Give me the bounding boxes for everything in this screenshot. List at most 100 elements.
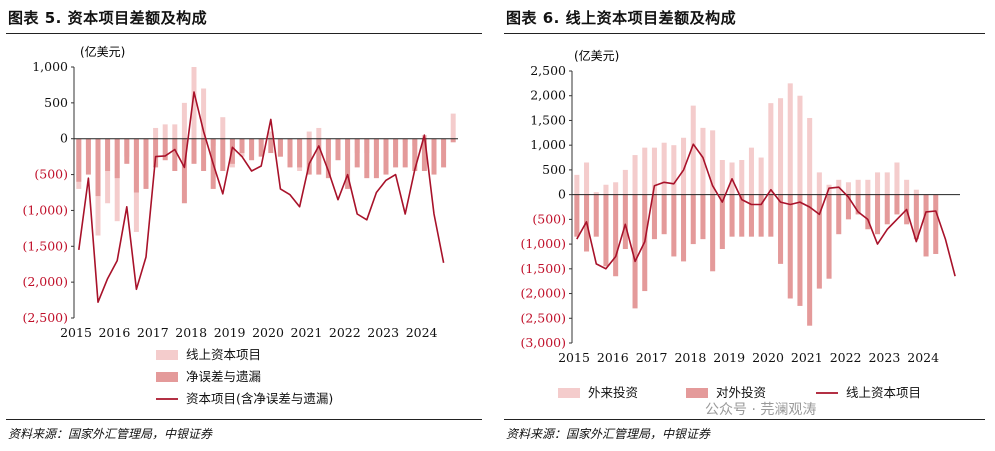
bar-light: [855, 179, 861, 195]
x-tick-label: 2021: [290, 325, 322, 340]
bar-mid: [603, 194, 609, 267]
bar-light: [700, 127, 706, 195]
bar-mid: [816, 194, 822, 289]
bar-mid: [593, 194, 599, 237]
y-tick-label: 0: [558, 187, 566, 202]
bar-mid: [297, 138, 303, 168]
bar-mid: [133, 138, 139, 193]
bar-mid: [671, 194, 677, 257]
bar-light: [787, 83, 793, 195]
bar-mid: [632, 194, 638, 309]
x-tick-label: 2016: [98, 325, 130, 340]
series-line: [78, 91, 445, 304]
bar-mid: [124, 138, 130, 164]
bar-mid: [875, 194, 881, 235]
bar-mid: [681, 194, 687, 262]
bar-mid: [894, 194, 900, 215]
y-tick-label: (1,000): [520, 236, 566, 251]
series-line: [576, 143, 956, 277]
source-rule: [6, 419, 482, 420]
y-tick-label: 1,000: [530, 137, 566, 152]
legend-label: 资本项目(含净误差与遗漏): [186, 391, 333, 406]
x-tick-label: 2017: [636, 350, 668, 365]
bar-light: [162, 124, 168, 139]
source-rule: [504, 419, 985, 420]
bar-mid: [143, 138, 149, 189]
bar-light: [671, 145, 677, 195]
bar-light: [613, 182, 619, 195]
y-tick-label: (3,000): [520, 335, 566, 350]
chart-svg-right: (亿美元) 2,500 2,000 1,500 1,000 500 0 (500) (1,000…: [520, 48, 960, 400]
bar-light: [622, 169, 628, 195]
bar-light: [690, 105, 696, 195]
bar-mid: [393, 138, 399, 168]
bar-mid: [95, 138, 101, 197]
bar-light: [739, 160, 745, 195]
bar-mid: [373, 138, 379, 179]
bar-light: [181, 102, 187, 139]
chart-panel-left: 图表 5. 资本项目差额及构成 (亿美元) 1,000 500 0 (500) (1,00…: [0, 0, 492, 451]
bar-light: [710, 130, 716, 195]
y-tick-label: 500: [44, 95, 68, 110]
bar-light: [865, 179, 871, 195]
bar-mid: [807, 194, 813, 326]
y-tick-label: (2,000): [520, 286, 566, 301]
bar-light: [845, 182, 851, 195]
bar-mid: [325, 138, 331, 179]
bar-mid: [651, 194, 657, 240]
chart-title: 图表 5. 资本项目差额及构成: [8, 9, 208, 27]
bar-light: [894, 162, 900, 195]
bar-light: [114, 138, 120, 222]
x-tick-label: 2019: [713, 350, 745, 365]
legend-swatch-bar: [156, 372, 178, 382]
x-tick-label: 2023: [367, 325, 399, 340]
bar-light: [748, 147, 754, 195]
bar-mid: [268, 138, 274, 154]
bar-light: [105, 138, 111, 204]
x-tick-label: 2024: [406, 325, 438, 340]
bar-mid: [700, 194, 706, 240]
x-tick-label: 2022: [329, 325, 361, 340]
y-tick-label: (500): [34, 167, 68, 182]
bar-light: [758, 157, 764, 195]
bar-mid: [277, 138, 283, 157]
bar-light: [768, 103, 774, 195]
bar-mid: [710, 194, 716, 272]
bar-mid: [316, 138, 322, 175]
y-tick-label: 0: [60, 131, 68, 146]
bar-light: [306, 131, 312, 139]
legend-label: 线上资本项目: [846, 385, 921, 400]
y-tick-label: 2,000: [530, 88, 566, 103]
x-tick-label: 2021: [791, 350, 823, 365]
y-tick-label: 1,500: [530, 112, 566, 127]
bar-mid: [162, 138, 168, 161]
bar-mid: [739, 194, 745, 237]
bar-light: [172, 124, 178, 139]
x-tick-label: 2016: [597, 350, 629, 365]
bar-mid: [787, 194, 793, 299]
bar-mid: [431, 138, 437, 175]
bar-mid: [201, 138, 207, 171]
bar-light: [913, 189, 919, 195]
y-tick-label: (1,000): [22, 202, 68, 217]
bar-light: [875, 172, 881, 195]
bar-mid: [661, 194, 667, 235]
title-rule: [504, 33, 985, 34]
chart-source: 资料来源：国家外汇管理局，中银证券: [8, 427, 213, 441]
bar-mid: [622, 194, 628, 250]
y-tick-label: 1,000: [32, 59, 68, 74]
bar-light: [593, 192, 599, 195]
wechat-watermark: 公众号 · 芫澜观涛: [705, 402, 817, 418]
bar-mid: [913, 194, 919, 240]
bar-light: [807, 117, 813, 195]
bar-light: [816, 172, 822, 195]
bar-light: [153, 127, 159, 139]
bar-mid: [220, 138, 226, 171]
bar-mid: [114, 138, 120, 179]
bar-mid: [768, 194, 774, 237]
bar-mid: [335, 138, 341, 161]
x-tick-label: 2015: [60, 325, 92, 340]
bar-mid: [613, 194, 619, 277]
bar-mid: [191, 138, 197, 164]
y-tick-label: 2,500: [530, 63, 566, 78]
